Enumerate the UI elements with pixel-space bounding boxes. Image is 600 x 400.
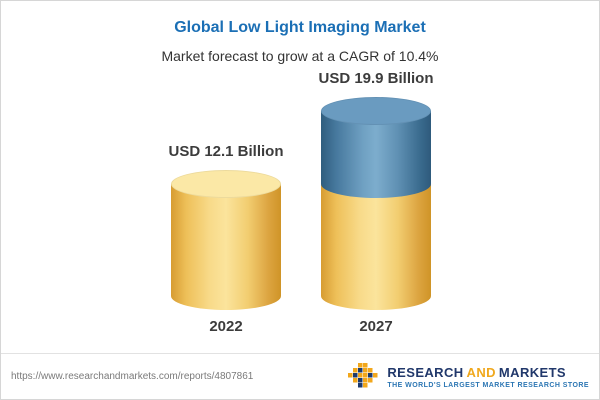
chart-subtitle: Market forecast to grow at a CAGR of 10.… xyxy=(161,48,439,64)
bar-category-label: 2027 xyxy=(359,318,393,335)
logo-tagline: THE WORLD'S LARGEST MARKET RESEARCH STOR… xyxy=(387,381,589,389)
cylinder xyxy=(321,97,431,310)
logo-name: RESEARCH AND MARKETS xyxy=(387,365,566,380)
chart-card: Global Low Light Imaging Market Market f… xyxy=(1,1,599,354)
report-url: https://www.researchandmarkets.com/repor… xyxy=(11,371,254,382)
logo-word-and: AND xyxy=(466,364,496,380)
cylinder-top-cap xyxy=(321,97,431,125)
bar-group-2027: USD 19.9 Billion 2027 xyxy=(301,70,451,335)
cylinder xyxy=(171,170,281,310)
logo-text: RESEARCH AND MARKETS THE WORLD'S LARGEST M… xyxy=(387,365,589,389)
research-and-markets-logo: RESEARCH AND MARKETS THE WORLD'S LARGEST M… xyxy=(348,362,589,391)
cylinder-segment-gold xyxy=(321,184,431,310)
logo-word-research: RESEARCH xyxy=(387,364,464,380)
cylinder-segment-gold xyxy=(171,184,281,310)
bar-value-label: USD 19.9 Billion xyxy=(318,70,434,87)
bar-value-label: USD 12.1 Billion xyxy=(168,143,284,160)
chart-title: Global Low Light Imaging Market xyxy=(174,19,426,36)
logo-word-markets: MARKETS xyxy=(498,364,566,380)
bar-group-2022: USD 12.1 Billion 2022 xyxy=(151,143,301,335)
cylinder-top-cap xyxy=(171,170,281,198)
cylinder-segment-blue xyxy=(321,111,431,198)
bar-category-label: 2022 xyxy=(209,318,243,335)
mosaic-logo-icon xyxy=(348,362,378,387)
footer: https://www.researchandmarkets.com/repor… xyxy=(1,354,599,399)
